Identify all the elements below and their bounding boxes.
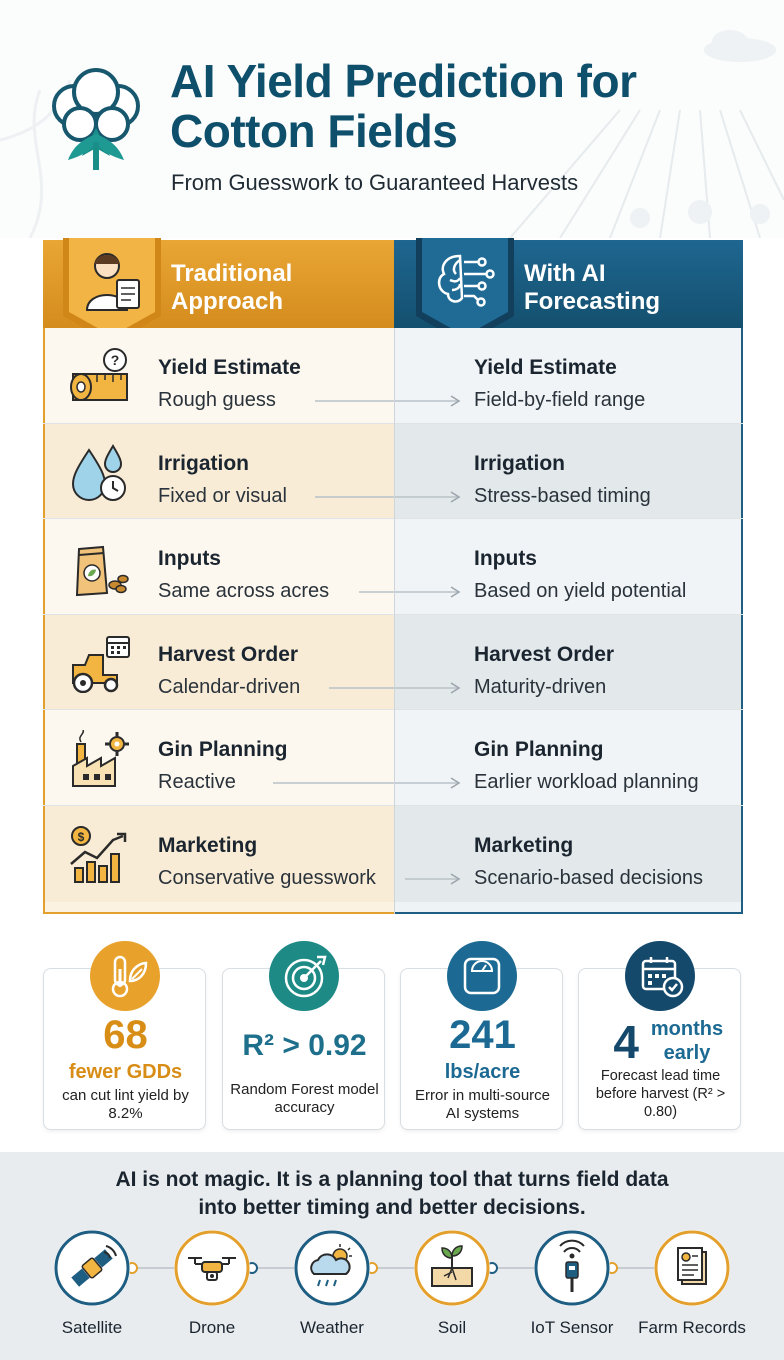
stat-card: 241 lbs/acre Error in multi-source AI sy…	[400, 941, 563, 1130]
row-title-ai: Gin Planning	[474, 738, 604, 762]
stat-unit: months early	[650, 1018, 724, 1064]
water-drops-clock-icon	[71, 443, 126, 501]
arrow-right-icon	[359, 586, 461, 598]
stat-description: Forecast lead time before harvest (R² > …	[595, 1068, 726, 1120]
page-subtitle: From Guesswork to Guaranteed Harvests	[171, 170, 579, 195]
stat-unit: fewer GDDs	[68, 1061, 183, 1083]
svg-text:$: $	[78, 830, 85, 844]
seed-bag-icon	[75, 546, 129, 597]
stat-value: 68	[103, 1013, 148, 1057]
footer-band: AI is not magic. It is a planning tool t…	[0, 1152, 784, 1360]
drone-icon	[174, 1230, 250, 1306]
stat-description: can cut lint yield by 8.2%	[62, 1087, 189, 1122]
header: AI Yield Prediction for Cotton Fields Fr…	[0, 0, 784, 238]
source-label: Farm Records	[638, 1318, 746, 1337]
row-value-ai: Stress-based timing	[474, 484, 651, 507]
stat-value: 4	[613, 1016, 639, 1068]
row-value-ai: Scenario-based decisions	[474, 866, 704, 889]
comparison-rows: ? Yield Estimate Rough guess Yield Estim…	[43, 328, 743, 902]
row-value-traditional: Same across acres	[158, 580, 330, 603]
arrow-right-icon	[329, 682, 461, 694]
comparison-row: ? Yield Estimate Rough guess Yield Estim…	[43, 328, 743, 424]
thermometer-leaf-icon	[90, 941, 160, 1011]
arrow-right-icon	[273, 777, 461, 790]
satellite-icon	[54, 1230, 130, 1306]
traditional-header-label: Traditional Approach	[171, 260, 293, 315]
row-title-ai: Harvest Order	[474, 642, 615, 666]
row-value-ai: Maturity-driven	[474, 675, 607, 698]
stat-description: Error in multi-source AI systems	[414, 1087, 551, 1122]
measuring-tape-question-icon: ?	[70, 348, 128, 401]
ai-brain-icon	[416, 238, 514, 344]
row-value-ai: Earlier workload planning	[474, 771, 699, 794]
soil-sprout-icon	[414, 1230, 490, 1306]
row-title-ai: Yield Estimate	[474, 356, 617, 379]
cotton-boll-logo-icon	[52, 68, 140, 170]
row-title-traditional: Inputs	[158, 547, 221, 571]
row-title-traditional: Marketing	[158, 833, 258, 857]
stat-value: R² > 0.92	[242, 1029, 367, 1062]
row-value-traditional: Fixed or visual	[158, 484, 287, 507]
row-title-traditional: Irrigation	[158, 451, 250, 475]
arrow-right-icon	[315, 490, 461, 503]
row-value-ai: Field-by-field range	[474, 389, 646, 411]
row-title-ai: Irrigation	[474, 451, 566, 475]
stat-value: 241	[449, 1013, 516, 1057]
source-label: Drone	[188, 1318, 236, 1337]
stat-description: Random Forest model accuracy	[230, 1081, 379, 1116]
stat-card: 4 months early Forecast lead time before…	[578, 941, 741, 1130]
arrow-right-icon	[315, 395, 461, 407]
weather-cloud-icon	[294, 1230, 370, 1306]
stat-card: 68 fewer GDDs can cut lint yield by 8.2%	[43, 941, 206, 1130]
stat-unit: lbs/acre	[444, 1061, 521, 1083]
source-label: Soil	[437, 1318, 467, 1337]
footer-message: AI is not magic. It is a planning tool t…	[115, 1168, 669, 1219]
row-value-traditional: Calendar-driven	[158, 675, 301, 698]
farmer-clipboard-icon	[63, 238, 161, 344]
row-title-traditional: Harvest Order	[158, 642, 299, 666]
field-rows-background-icon	[0, 30, 784, 238]
source-label: Satellite	[61, 1318, 123, 1337]
stats-row: 68 fewer GDDs can cut lint yield by 8.2%…	[43, 940, 743, 1130]
page-title: AI Yield Prediction for Cotton Fields	[170, 55, 637, 157]
ai-header-label: With AI Forecasting	[524, 260, 661, 315]
comparison-table: Traditional Approach With AI Forecasting…	[43, 238, 743, 914]
row-title-ai: Marketing	[474, 833, 574, 857]
row-title-traditional: Gin Planning	[158, 738, 288, 762]
row-value-traditional: Reactive	[158, 771, 236, 794]
row-value-traditional: Rough guess	[158, 389, 276, 411]
arrow-right-icon	[405, 873, 461, 885]
svg-text:?: ?	[111, 352, 120, 368]
scale-icon	[447, 941, 517, 1011]
factory-gear-icon	[72, 730, 129, 788]
tractor-calendar-icon	[72, 635, 130, 693]
comparison-row: Irrigation Fixed or visual Irrigation St…	[43, 423, 743, 520]
iot-sensor-icon	[534, 1230, 610, 1306]
comparison-row: $ Marketing Conservative guesswork Marke…	[43, 805, 743, 902]
target-icon	[269, 941, 339, 1011]
stat-card: R² > 0.92 Random Forest model accuracy	[222, 941, 385, 1130]
comparison-row: Inputs Same across acres Inputs Based on…	[43, 519, 743, 615]
column-divider	[394, 328, 395, 914]
source-label: IoT Sensor	[530, 1318, 614, 1337]
row-title-ai: Inputs	[474, 547, 537, 571]
calendar-check-icon	[625, 941, 695, 1011]
comparison-row: Gin Planning Reactive Gin Planning Earli…	[43, 710, 743, 806]
comparison-row: Harvest Order Calendar-driven Harvest Or…	[43, 614, 743, 711]
rising-chart-dollar-icon: $	[70, 825, 127, 883]
row-value-traditional: Conservative guesswork	[158, 866, 376, 889]
row-title-traditional: Yield Estimate	[158, 356, 301, 379]
sources-connector	[80, 1267, 720, 1269]
row-value-ai: Based on yield potential	[474, 580, 687, 603]
source-label: Weather	[300, 1318, 364, 1337]
farm-records-icon	[654, 1230, 730, 1306]
